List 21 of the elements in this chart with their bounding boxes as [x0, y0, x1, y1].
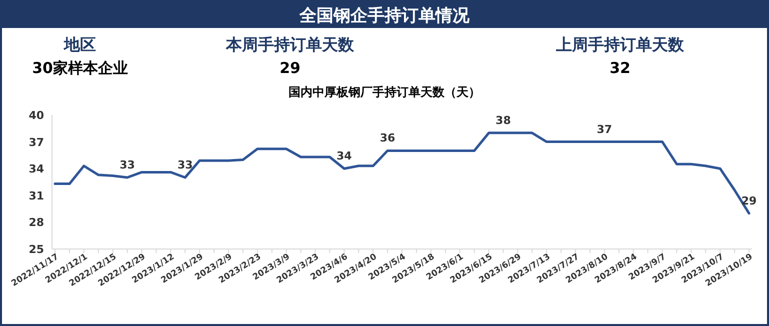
y-tick-label: 28 [28, 216, 44, 230]
y-tick-label: 25 [28, 243, 44, 256]
data-label: 33 [177, 158, 193, 172]
text: 地区 [63, 35, 96, 54]
data-label: 29 [741, 194, 757, 208]
text: 全国钢企手持订单情况 [298, 6, 470, 26]
data-label: 36 [380, 132, 396, 145]
y-tick-label: 37 [28, 136, 44, 149]
text: 32 [610, 59, 630, 77]
y-tick-label: 31 [28, 189, 44, 202]
chart-title: 国内中厚板钢厂手持订单天数（天） [288, 85, 480, 99]
y-tick-label: 40 [28, 109, 44, 122]
data-label: 33 [120, 158, 135, 172]
text: 本周手持订单天数 [225, 35, 355, 54]
text: 上周手持订单天数 [555, 35, 685, 54]
data-label: 38 [496, 114, 511, 127]
text: 30家样本企业 [32, 59, 128, 77]
data-label: 34 [336, 150, 352, 163]
data-label: 37 [596, 122, 612, 136]
text: 29 [280, 59, 300, 77]
y-tick-label: 34 [28, 162, 44, 176]
